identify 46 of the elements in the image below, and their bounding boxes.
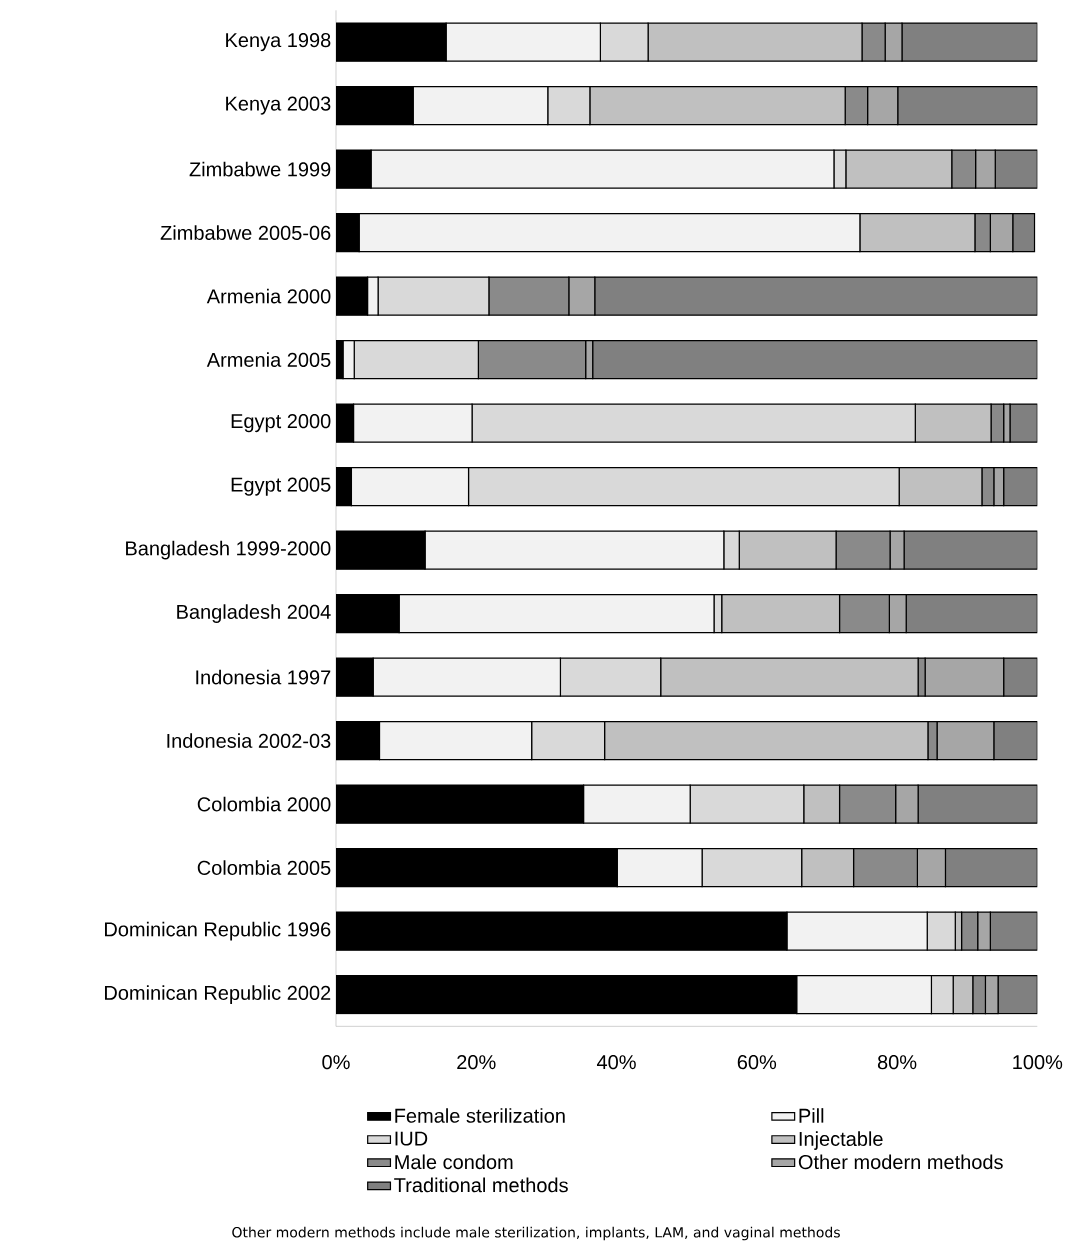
x-tick-label: 0% <box>322 1055 350 1070</box>
legend-label: Female sterilization <box>395 1108 565 1123</box>
bar <box>592 339 1038 380</box>
legend-label: IUD <box>395 1131 428 1146</box>
bar <box>993 720 1038 761</box>
x-tick-label: 100% <box>1013 1055 1063 1070</box>
text: Other modern methods include male sterilization, implants, LAM, and vaginal methods <box>232 1226 840 1241</box>
legend-label: Male condom <box>395 1154 513 1170</box>
bar <box>1012 212 1036 253</box>
y-tick-label: Colombia 2005 <box>197 860 331 875</box>
y-tick-label: Bangladesh 2004 <box>177 604 331 623</box>
bar <box>1009 403 1038 443</box>
bar <box>997 974 1038 1015</box>
x-tick-label: 40% <box>596 1055 636 1070</box>
y-tick-label: Colombia 2000 <box>197 796 331 812</box>
y-tick-label: Indonesia 1997 <box>196 669 331 685</box>
y-tick-label: Egypt 2005 <box>231 477 331 496</box>
x-tick-label: 20% <box>457 1055 496 1070</box>
bar <box>994 149 1038 189</box>
y-tick-label: Armenia 2005 <box>206 352 331 367</box>
y-tick-label: Indonesia 2002-03 <box>167 733 331 748</box>
bar <box>897 85 1038 126</box>
y-tick-label: Armenia 2000 <box>206 288 331 304</box>
x-tick-label: 80% <box>877 1055 917 1070</box>
legend-label: Traditional methods <box>394 1177 568 1193</box>
y-tick-label: Bangladesh 1999-2000 <box>126 540 331 560</box>
bar <box>1003 657 1038 697</box>
bar <box>901 22 1038 62</box>
bar <box>594 276 1038 316</box>
bar <box>1003 466 1038 507</box>
legend-label: Other modern methods <box>798 1154 1003 1170</box>
y-tick-label: Zimbabwe 2005-06 <box>160 225 331 240</box>
legend-label: Injectable <box>799 1131 883 1150</box>
x-tick-label: 60% <box>737 1055 777 1070</box>
y-tick-label: Egypt 2000 <box>231 414 331 433</box>
y-tick-label: Kenya 2003 <box>226 96 331 115</box>
y-tick-label: Kenya 1998 <box>226 33 331 52</box>
bar <box>905 593 1038 634</box>
bar <box>989 911 1038 951</box>
bar <box>903 530 1038 570</box>
y-tick-label: Zimbabwe 1999 <box>189 161 331 177</box>
legend-label: Pill <box>799 1108 824 1123</box>
bar <box>944 847 1038 888</box>
y-tick-label: Dominican Republic 2002 <box>105 985 331 1004</box>
bar <box>917 784 1038 824</box>
y-tick-label: Dominican Republic 1996 <box>105 921 331 941</box>
